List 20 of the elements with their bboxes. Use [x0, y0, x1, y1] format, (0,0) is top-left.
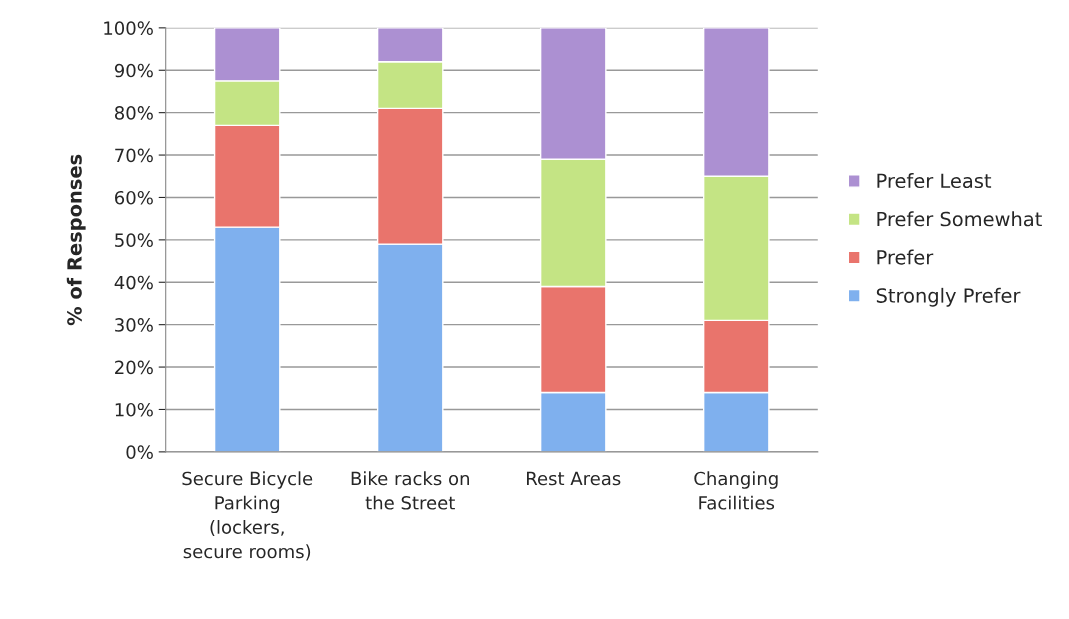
- x-tick-label: Bike racks on the Street: [351, 471, 469, 510]
- legend-label: Prefer Least: [877, 173, 992, 189]
- y-tick-label: 0%: [126, 445, 153, 459]
- y-tick-label: 60%: [115, 190, 153, 205]
- legend-label: Strongly Prefer: [876, 287, 1021, 307]
- y-tick-label: 30%: [115, 318, 153, 332]
- y-axis-title: % of Responses: [66, 154, 86, 326]
- y-tick-label: 10%: [115, 402, 153, 417]
- legend-label: Prefer: [877, 249, 934, 265]
- x-tick-label: Rest Areas: [527, 471, 621, 486]
- y-tick-label: 70%: [115, 148, 153, 163]
- legend-label: Prefer Somewhat: [877, 211, 1042, 227]
- y-tick-label: 50%: [115, 233, 153, 247]
- x-tick-label: Changing Facilities: [694, 471, 778, 510]
- y-tick-label: 100%: [104, 21, 153, 35]
- y-tick-label: 40%: [114, 275, 153, 290]
- x-tick-label: Secure Bicycle Parking (lockers, secure rooms): [182, 471, 313, 561]
- y-tick-label: 90%: [114, 63, 153, 78]
- y-tick-label: 80%: [114, 106, 153, 120]
- y-tick-label: 20%: [115, 360, 153, 375]
